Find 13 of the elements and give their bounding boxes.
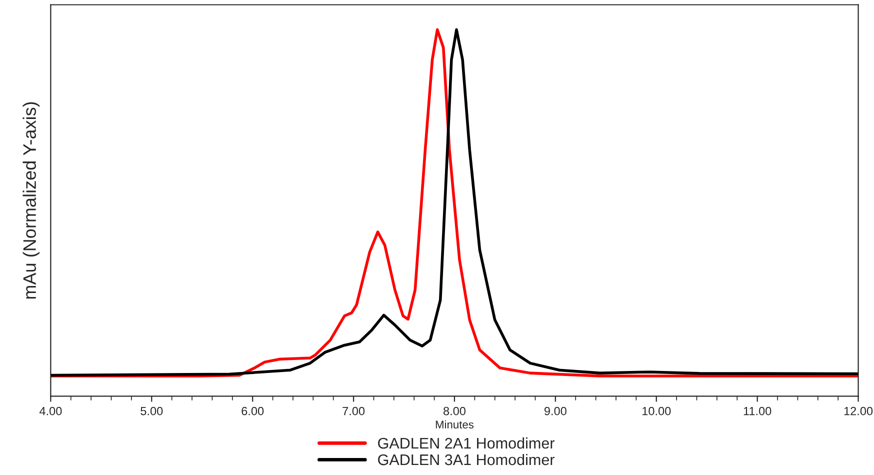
x-tick-label: 4.00: [39, 406, 62, 416]
x-tick-label: 10.00: [642, 406, 671, 416]
x-tick-label: 6.00: [242, 406, 264, 416]
legend-label: GADLEN 2A1 Homodimer: [378, 437, 555, 449]
y-axis-title: mAu (Normalized Y-axis): [22, 102, 40, 299]
x-tick-label: 11.00: [744, 406, 772, 416]
x-tick-label: 8.00: [444, 406, 466, 416]
x-tick-label: 12.00: [844, 406, 873, 416]
legend-label: GADLEN 3A1 Homodimer: [378, 454, 555, 466]
x-axis-title: Minutes: [436, 420, 474, 429]
x-tick-label: 9.00: [544, 406, 566, 416]
x-tick-label: 5.00: [140, 406, 163, 416]
x-tick-label: 7.00: [342, 406, 365, 416]
